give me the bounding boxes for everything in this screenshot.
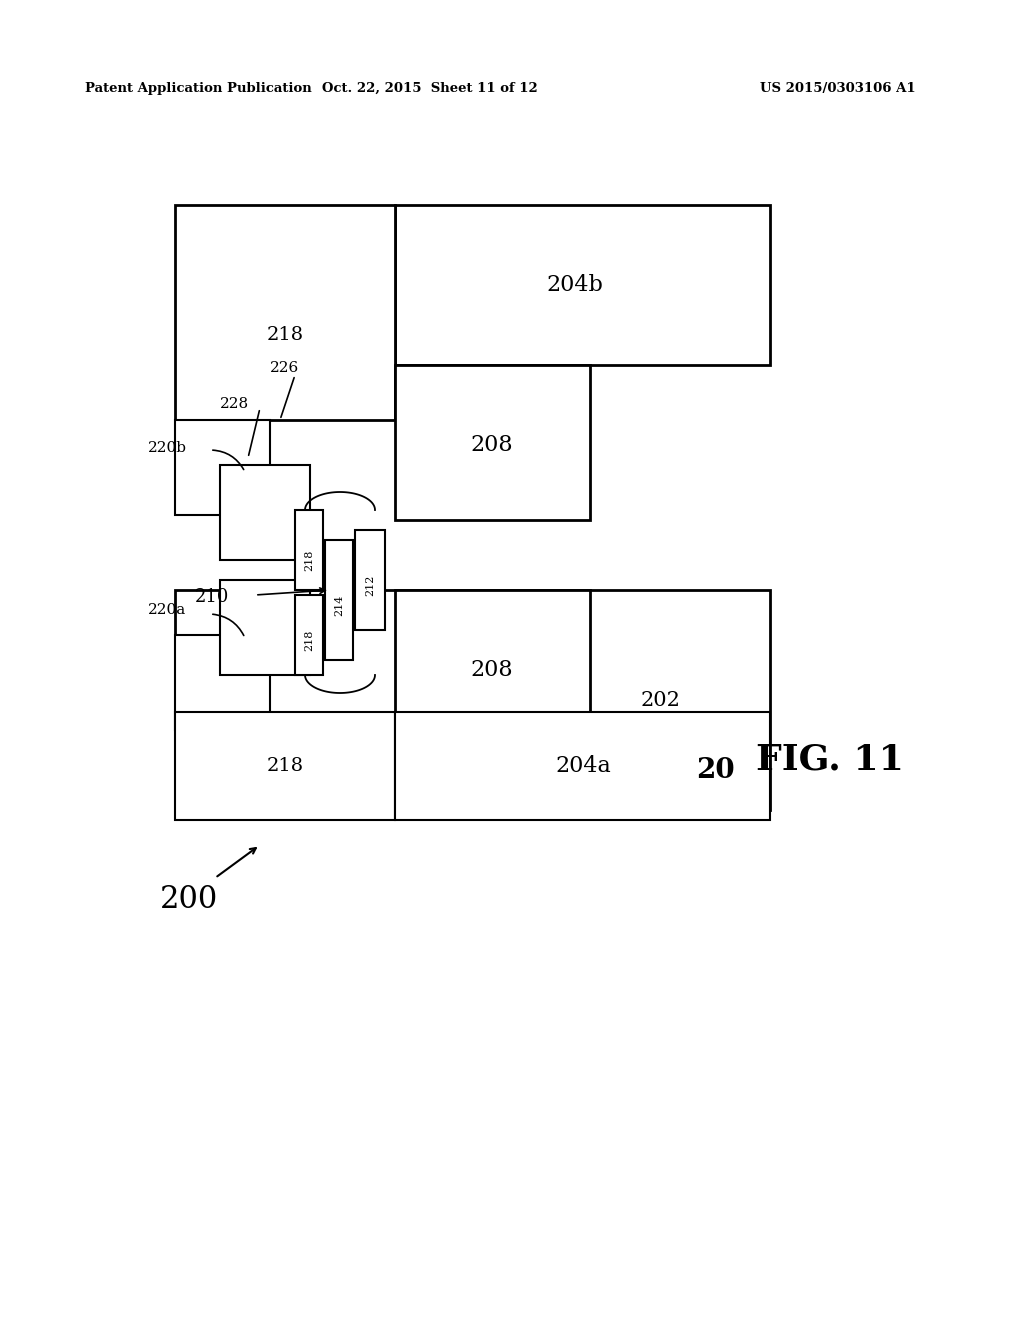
- Bar: [395, 366, 590, 520]
- Text: 200: 200: [160, 884, 218, 916]
- Bar: [175, 635, 270, 730]
- Bar: [395, 205, 770, 366]
- Bar: [220, 579, 310, 675]
- Bar: [325, 540, 353, 660]
- Text: 208: 208: [471, 434, 513, 455]
- Text: 214: 214: [334, 594, 344, 615]
- Text: 212: 212: [365, 574, 375, 595]
- Bar: [395, 711, 770, 820]
- Bar: [395, 590, 590, 744]
- Text: 218: 218: [304, 549, 314, 570]
- Bar: [220, 465, 310, 560]
- Text: US 2015/0303106 A1: US 2015/0303106 A1: [760, 82, 915, 95]
- Text: 202: 202: [640, 690, 680, 710]
- Text: 204a: 204a: [555, 755, 611, 777]
- Bar: [175, 590, 770, 810]
- Text: 220b: 220b: [148, 441, 187, 455]
- Text: Patent Application Publication: Patent Application Publication: [85, 82, 311, 95]
- Text: FIG. 11: FIG. 11: [756, 743, 904, 777]
- Bar: [175, 420, 270, 515]
- Text: 226: 226: [270, 360, 299, 375]
- Text: 210: 210: [195, 587, 229, 606]
- Bar: [175, 205, 395, 420]
- Text: 228: 228: [220, 397, 249, 411]
- Text: 218: 218: [266, 326, 303, 345]
- Text: 218: 218: [266, 756, 303, 775]
- Bar: [295, 510, 323, 590]
- Text: 204b: 204b: [547, 275, 603, 296]
- Text: 208: 208: [471, 659, 513, 681]
- Text: Oct. 22, 2015  Sheet 11 of 12: Oct. 22, 2015 Sheet 11 of 12: [323, 82, 538, 95]
- Text: 218: 218: [304, 630, 314, 651]
- Bar: [355, 531, 385, 630]
- Bar: [175, 711, 395, 820]
- Text: 20: 20: [695, 756, 734, 784]
- Text: 220a: 220a: [148, 603, 186, 616]
- Bar: [295, 595, 323, 675]
